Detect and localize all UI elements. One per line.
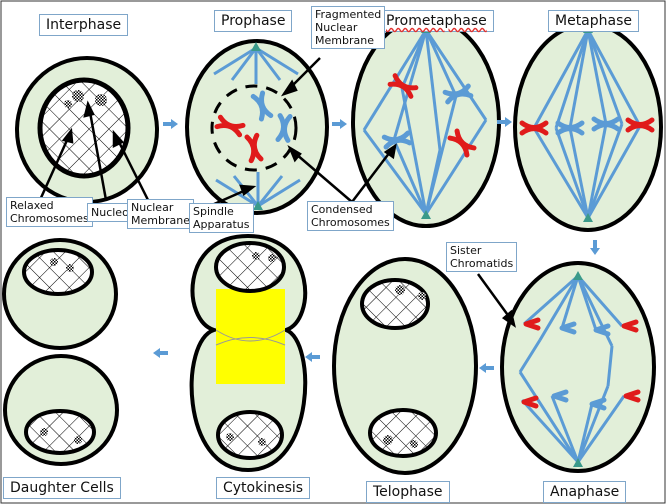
prometaphase-cell xyxy=(351,16,501,228)
label-nucleoli: Nucleoli xyxy=(87,203,139,222)
label-cytokinesis: Cytokinesis xyxy=(216,477,311,499)
arrow-interphase-prophase xyxy=(163,119,178,129)
progression-arrows xyxy=(153,117,600,373)
interphase-cell xyxy=(15,56,159,204)
arrow-prophase-prometaphase xyxy=(332,119,347,129)
label-spindle-apparatus: Spindle Apparatus xyxy=(189,203,254,233)
label-metaphase: Metaphase xyxy=(548,10,640,32)
telophase-cell xyxy=(332,257,478,475)
label-telophase: Telophase xyxy=(366,481,450,503)
metaphase-cell xyxy=(513,22,663,232)
label-prometaphase: Prometaphase xyxy=(379,10,494,32)
daughter-cells xyxy=(2,238,119,466)
label-prophase: Prophase xyxy=(214,10,293,32)
label-sister-chromatids: Sister Chromatids xyxy=(446,242,518,272)
cytokinesis-cell xyxy=(189,233,308,473)
arrow-telophase-cytokinesis xyxy=(305,352,320,362)
label-condensed-chromosomes: Condensed Chromosomes xyxy=(307,201,394,231)
arrow-metaphase-anaphase xyxy=(590,240,600,255)
arrow-anaphase-telophase xyxy=(479,363,494,373)
label-fragmented-nuclear-membrane: Fragmented Nuclear Membrane xyxy=(311,6,386,49)
prophase-cell xyxy=(185,39,329,215)
label-relaxed-chromosomes: Relaxed Chromosomes xyxy=(6,197,93,227)
label-anaphase: Anaphase xyxy=(543,481,627,503)
arrow-cytokinesis-daughter xyxy=(153,348,168,358)
label-nuclear-membrane: Nuclear Membrane xyxy=(127,199,194,229)
label-interphase: Interphase xyxy=(39,14,129,36)
anaphase-cell xyxy=(500,261,656,473)
arrow-prometaphase-metaphase xyxy=(497,117,512,127)
label-daughter-cells: Daughter Cells xyxy=(3,477,121,499)
